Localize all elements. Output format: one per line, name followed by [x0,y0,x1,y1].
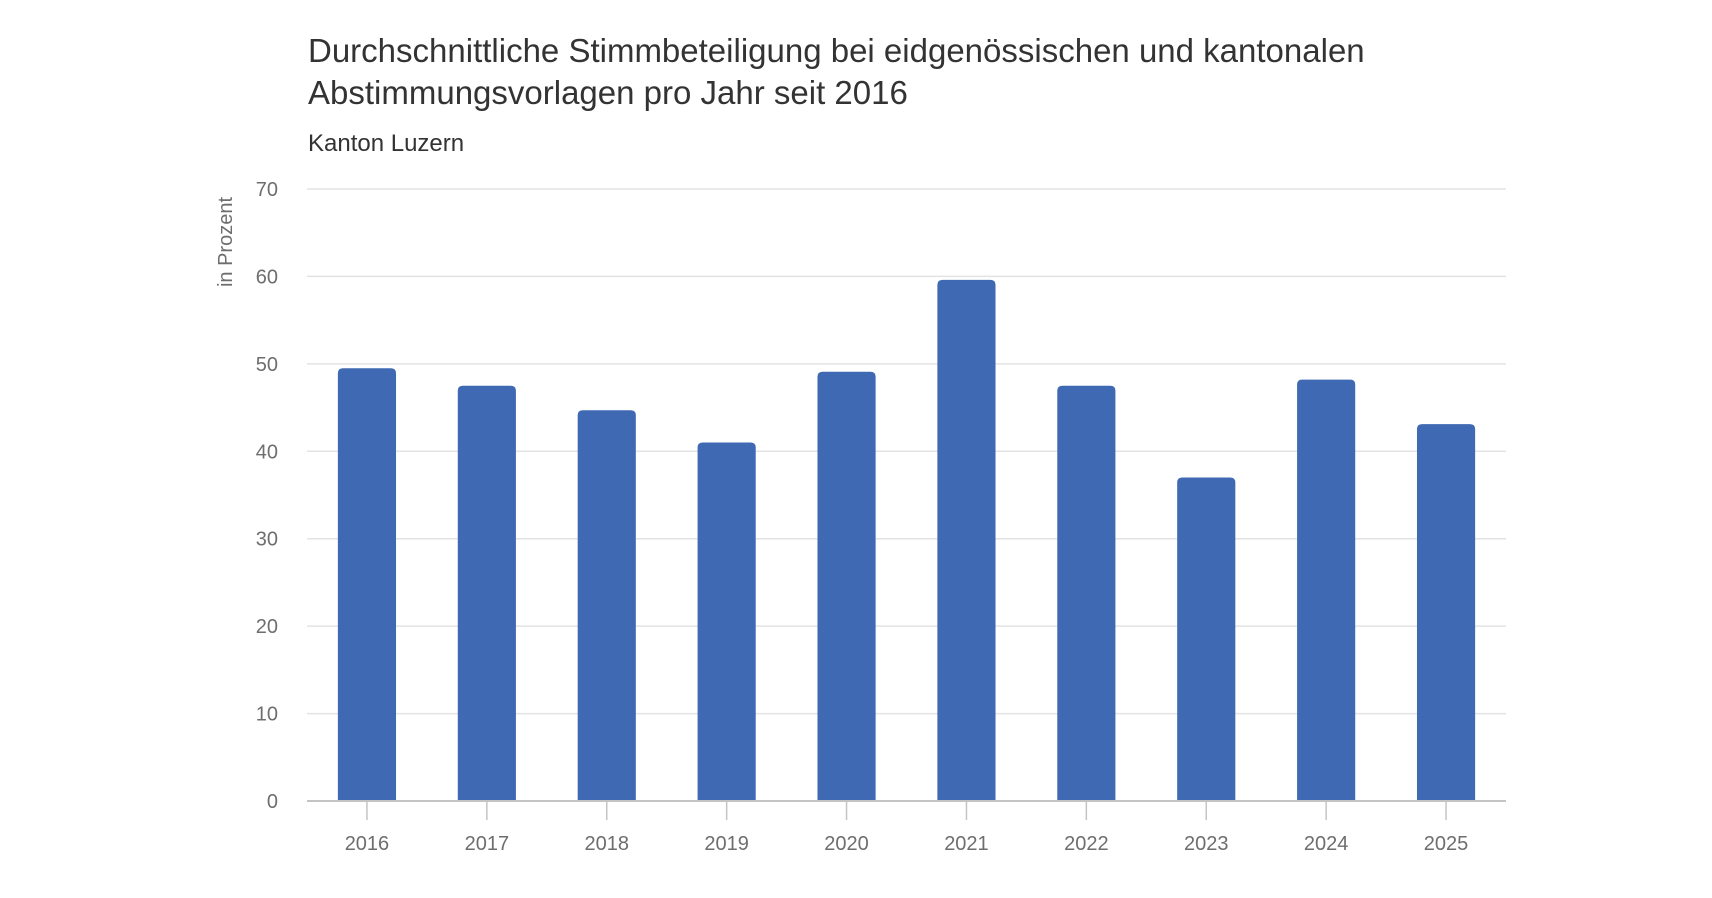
y-axis: 0 10 20 30 40 50 60 70 [256,179,278,813]
x-tick-label: 2021 [944,833,989,855]
x-tick-label: 2016 [345,833,390,855]
chart-title-line-2: Abstimmungsvorlagen pro Jahr seit 2016 [308,74,908,111]
y-tick-label: 50 [256,354,278,376]
bar-2021 [937,279,996,801]
chart-title-line-1: Durchschnittliche Stimmbeteiligung bei e… [308,32,1365,69]
bar-2016 [337,368,397,801]
x-tick-label: 2025 [1424,833,1469,855]
bar-2019 [697,442,756,801]
y-tick-label: 20 [256,616,278,638]
x-tick-label: 2022 [1064,833,1109,855]
bar-2025 [1416,424,1476,801]
x-tick-label: 2019 [704,833,749,855]
x-tick-label: 2024 [1304,833,1349,855]
y-tick-label: 30 [256,529,278,551]
bar-2020 [817,371,876,801]
x-tick-label: 2023 [1184,833,1229,855]
bars [337,279,1476,801]
y-tick-label: 10 [256,704,278,726]
chart-subtitle: Kanton Luzern [308,130,465,157]
bar-2024 [1297,379,1356,801]
bar-2022 [1057,385,1116,801]
y-tick-label: 60 [256,266,278,288]
bar-2023 [1177,477,1236,801]
y-tick-label: 70 [256,179,278,201]
y-axis-title: in Prozent [215,197,237,287]
bar-2017 [457,385,516,801]
x-tick-label: 2020 [824,833,869,855]
bar-2018 [577,410,636,801]
x-axis: 2016 2017 2018 2019 2020 2021 2022 2023 2024 2025 [307,800,1506,855]
x-tick-label: 2017 [465,833,510,855]
y-tick-label: 0 [267,791,278,813]
y-tick-label: 40 [256,441,278,463]
chart-title: Durchschnittliche Stimmbeteiligung bei e… [308,30,1508,114]
x-tick-label: 2018 [585,833,630,855]
